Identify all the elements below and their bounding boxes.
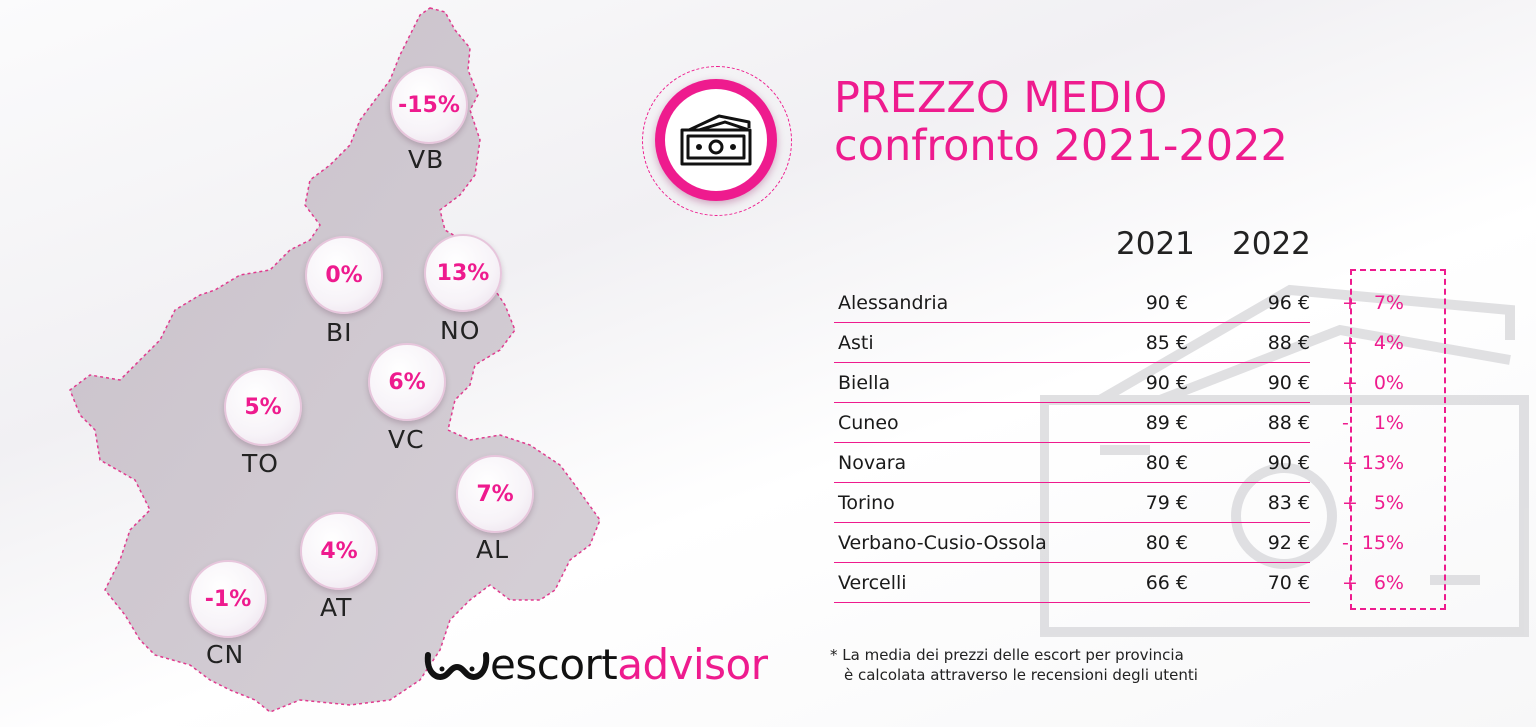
label-al: AL xyxy=(476,535,510,564)
table-row: Alessandria 90 € 96 € +7% xyxy=(834,283,1426,323)
change-column-box xyxy=(1350,269,1446,610)
table-row: Biella 90 € 90 € +0% xyxy=(834,362,1426,403)
bubble-vb-value: -15% xyxy=(398,92,460,118)
row-2021: 90 € xyxy=(1088,362,1188,403)
row-sign: - xyxy=(1342,411,1349,434)
bubble-no-value: 13% xyxy=(436,260,490,286)
row-change: 0% xyxy=(1373,371,1404,394)
row-change: 6% xyxy=(1373,571,1404,594)
row-2021: 89 € xyxy=(1088,402,1188,443)
title-line-2: confronto 2021-2022 xyxy=(834,121,1288,171)
row-2021: 80 € xyxy=(1088,522,1188,563)
bubble-al: 7% xyxy=(456,455,534,533)
row-change: 4% xyxy=(1373,331,1404,354)
table-row: Vercelli 66 € 70 € +6% xyxy=(834,562,1426,603)
row-2021: 85 € xyxy=(1088,322,1188,363)
footnote: * La media dei prezzi delle escort per p… xyxy=(830,645,1198,685)
bubble-to: 5% xyxy=(224,368,302,446)
row-2021: 90 € xyxy=(1088,283,1188,323)
price-table: Alessandria 90 € 96 € +7% Asti 85 € 88 €… xyxy=(834,283,1426,603)
row-name: Cuneo xyxy=(834,402,1088,443)
row-sign: + xyxy=(1342,491,1358,514)
label-vc: VC xyxy=(388,425,425,454)
table-row: Cuneo 89 € 88 € - 1% xyxy=(834,402,1426,443)
row-change: 15% xyxy=(1361,531,1404,554)
table-row: Verbano-Cusio-Ossola 80 € 92 € -15% xyxy=(834,522,1426,563)
bubble-no: 13% xyxy=(424,234,502,312)
row-name: Verbano-Cusio-Ossola xyxy=(834,522,1088,563)
bubble-vb: -15% xyxy=(390,66,468,144)
label-cn: CN xyxy=(206,640,245,669)
row-2022: 88 € xyxy=(1188,322,1310,363)
label-bi: BI xyxy=(326,318,353,347)
money-icon-badge xyxy=(642,66,792,216)
label-to: TO xyxy=(242,449,279,478)
row-2022: 96 € xyxy=(1188,283,1310,323)
label-at: AT xyxy=(320,593,353,622)
year-header-2022: 2022 xyxy=(1232,226,1311,262)
label-no: NO xyxy=(440,316,481,345)
row-2022: 70 € xyxy=(1188,562,1310,603)
row-2022: 83 € xyxy=(1188,482,1310,523)
row-2022: 92 € xyxy=(1188,522,1310,563)
row-name: Vercelli xyxy=(834,562,1088,603)
bubble-at: 4% xyxy=(300,512,378,590)
row-name: Biella xyxy=(834,362,1088,403)
bubble-al-value: 7% xyxy=(476,481,514,507)
row-change: 5% xyxy=(1373,491,1404,514)
row-sign: + xyxy=(1342,371,1358,394)
bubble-cn: -1% xyxy=(189,560,267,638)
row-change: 13% xyxy=(1361,451,1404,474)
title-line-1: PREZZO MEDIO xyxy=(834,73,1168,123)
logo-mark-icon xyxy=(424,651,490,680)
row-name: Torino xyxy=(834,482,1088,523)
row-2021: 79 € xyxy=(1088,482,1188,523)
label-vb: VB xyxy=(408,145,445,174)
row-change: 7% xyxy=(1373,291,1404,314)
piemonte-map xyxy=(69,7,601,713)
row-sign: + xyxy=(1342,331,1358,354)
year-header-2021: 2021 xyxy=(1116,226,1195,262)
row-change: 1% xyxy=(1373,411,1404,434)
row-name: Alessandria xyxy=(834,283,1088,323)
table-row: Torino 79 € 83 € +5% xyxy=(834,482,1426,523)
table-row: Asti 85 € 88 € +4% xyxy=(834,322,1426,363)
footnote-line-1: * La media dei prezzi delle escort per p… xyxy=(830,646,1184,664)
row-sign: + xyxy=(1342,571,1358,594)
money-banknotes-icon xyxy=(680,114,752,166)
logo-part-escort: escort xyxy=(490,640,618,689)
row-2022: 90 € xyxy=(1188,362,1310,403)
bubble-cn-value: -1% xyxy=(204,586,252,612)
row-sign: + xyxy=(1342,451,1358,474)
bubble-bi: 0% xyxy=(305,236,383,314)
bubble-at-value: 4% xyxy=(320,538,358,564)
table-row: Novara 80 € 90 € +13% xyxy=(834,442,1426,483)
row-2022: 90 € xyxy=(1188,442,1310,483)
row-2021: 66 € xyxy=(1088,562,1188,603)
row-2022: 88 € xyxy=(1188,402,1310,443)
bubble-to-value: 5% xyxy=(244,394,282,420)
bubble-bi-value: 0% xyxy=(325,262,363,288)
row-sign: - xyxy=(1342,531,1349,554)
row-sign: + xyxy=(1342,291,1358,314)
footnote-line-2: è calcolata attraverso le recensioni deg… xyxy=(844,666,1198,684)
row-2021: 80 € xyxy=(1088,442,1188,483)
logo-part-advisor: advisor xyxy=(617,640,768,689)
bubble-vc: 6% xyxy=(368,343,446,421)
row-name: Asti xyxy=(834,322,1088,363)
logo-wordmark: escortadvisor xyxy=(490,640,768,689)
bubble-vc-value: 6% xyxy=(388,369,426,395)
page-title: PREZZO MEDIO confronto 2021-2022 xyxy=(834,74,1288,170)
row-name: Novara xyxy=(834,442,1088,483)
escortadvisor-logo: escortadvisor xyxy=(424,640,768,689)
